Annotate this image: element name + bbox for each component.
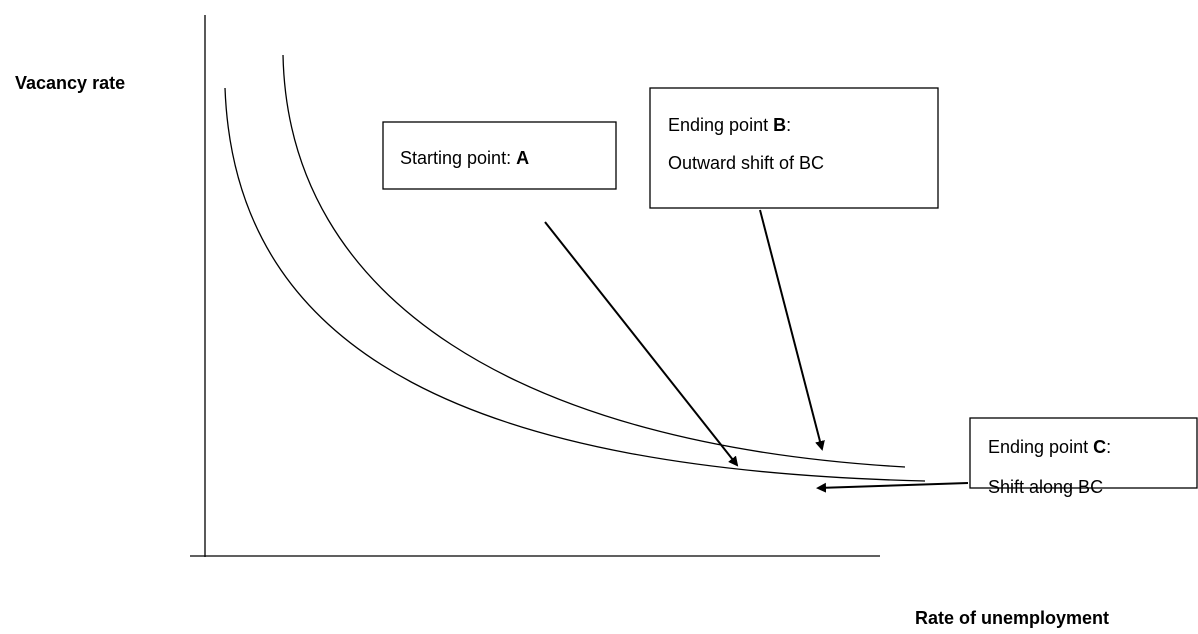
- box-c-text: Ending point C:: [988, 437, 1111, 457]
- curve-outer: [282, 54, 906, 468]
- box-b: [649, 87, 939, 209]
- arrow-a: [544, 221, 739, 467]
- text-part: A: [516, 148, 529, 168]
- text-part: :: [1106, 437, 1111, 457]
- arrow-b: [759, 209, 825, 451]
- text-part: Ending point: [668, 115, 773, 135]
- box-a: [382, 121, 617, 190]
- curve-inner: [224, 87, 926, 482]
- text-part: Starting point:: [400, 148, 516, 168]
- text-part: Ending point: [988, 437, 1093, 457]
- text-part: :: [786, 115, 791, 135]
- box-c: [969, 417, 1198, 489]
- box-a-text: Starting point: A: [400, 148, 529, 168]
- box-b-line2: Outward shift of BC: [668, 153, 824, 173]
- text-part: B: [773, 115, 786, 135]
- arrow-c: [816, 482, 969, 493]
- x-axis-label: Rate of unemployment: [915, 608, 1109, 628]
- text-part: C: [1093, 437, 1106, 457]
- box-c-line2: Shift along BC: [988, 477, 1103, 497]
- y-axis-label: Vacancy rate: [15, 73, 125, 93]
- box-b-text: Ending point B:: [668, 115, 791, 135]
